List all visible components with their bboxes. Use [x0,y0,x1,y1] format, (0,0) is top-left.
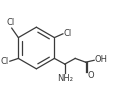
Text: Cl: Cl [1,57,9,66]
Text: NH₂: NH₂ [57,74,73,83]
Text: OH: OH [95,55,108,64]
Text: O: O [88,71,95,80]
Text: Cl: Cl [7,18,15,27]
Text: Cl: Cl [64,29,72,38]
